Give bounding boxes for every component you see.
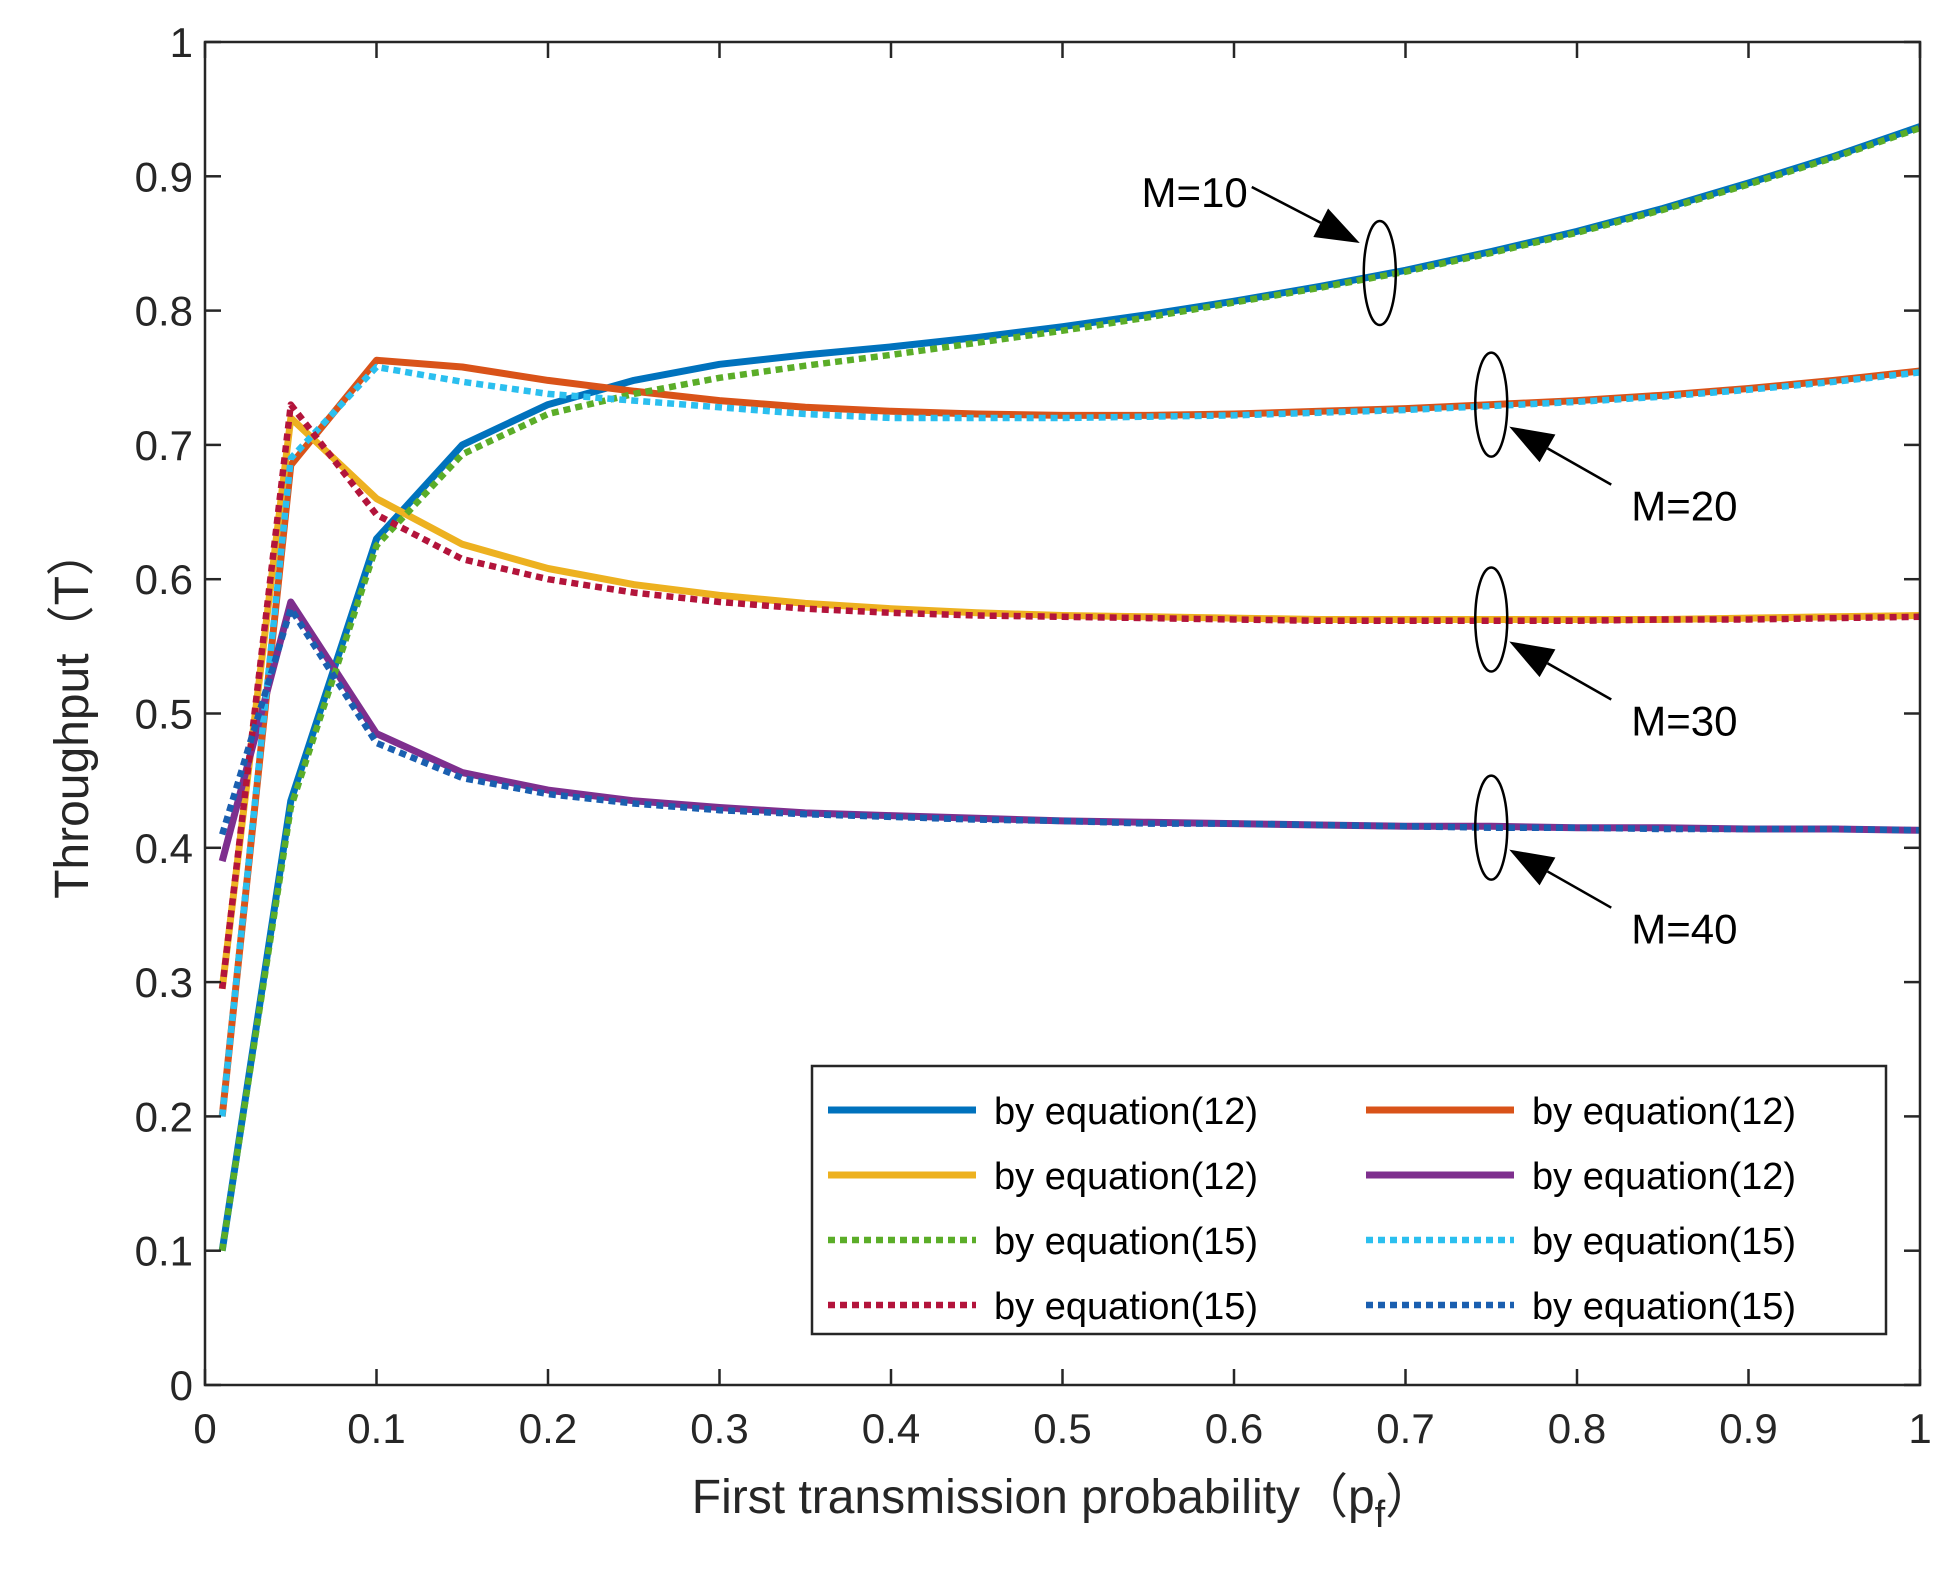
legend-entry: by equation(12): [828, 1156, 1258, 1198]
annotation-ellipse: [1474, 351, 1509, 458]
legend-label: by equation(12): [1532, 1091, 1796, 1133]
legend-label: by equation(12): [994, 1091, 1258, 1133]
legend-entry: by equation(12): [1366, 1156, 1796, 1198]
y-tick-label: 0.5: [135, 691, 193, 738]
legend-entry: by equation(12): [828, 1091, 1258, 1133]
series-line-5: [218, 124, 1922, 1252]
y-tick-label: 0.1: [135, 1228, 193, 1275]
annotation-arrow: [1251, 185, 1360, 243]
legend-box: [810, 1064, 1888, 1336]
x-tick-label: 1: [1908, 1405, 1931, 1452]
legend-entry: by equation(15): [828, 1286, 1258, 1328]
y-axis-label: Throughput（T）: [46, 528, 99, 899]
annotation-label: M=40: [1631, 906, 1737, 953]
x-tick-label: 0.4: [862, 1405, 920, 1452]
legend-entry: by equation(12): [1366, 1091, 1796, 1133]
y-tick-label: 0.8: [135, 288, 193, 335]
legend: by equation(12) by equation(12) by equatio…: [810, 1064, 1888, 1336]
x-tick-label: 0.9: [1719, 1405, 1777, 1452]
legend-entry: by equation(15): [828, 1221, 1258, 1263]
annotation-label: M=20: [1631, 483, 1737, 530]
legend-entry: by equation(15): [1366, 1286, 1796, 1328]
legend-label: by equation(15): [1532, 1286, 1796, 1328]
series-line-8: [219, 605, 1921, 836]
x-tick-label: 0.7: [1376, 1405, 1434, 1452]
annotation-arrow: [1509, 641, 1612, 701]
x-tick-label: 0.3: [690, 1405, 748, 1452]
legend-label: by equation(12): [1532, 1156, 1796, 1198]
x-axis-label-subscript: f: [1375, 1494, 1386, 1536]
legend-label: by equation(12): [994, 1156, 1258, 1198]
annotation-ellipse: [1474, 566, 1509, 673]
y-tick-label: 0.6: [135, 556, 193, 603]
y-tick-label: 0.9: [135, 153, 193, 200]
series-line-1: [218, 123, 1922, 1252]
x-axis-label-close: ）: [1385, 1471, 1433, 1524]
legend-label: by equation(15): [1532, 1221, 1796, 1263]
legend-label: by equation(15): [994, 1286, 1258, 1328]
y-tick-label: 1: [170, 19, 193, 66]
legend-label: by equation(15): [994, 1221, 1258, 1263]
annotation-label: M=30: [1631, 697, 1737, 744]
annotation-arrow: [1509, 849, 1612, 909]
annotation-ellipse: [1362, 219, 1398, 327]
series-line-7: [218, 401, 1921, 990]
series-line-2: [218, 356, 1921, 1117]
annotation-ellipse: [1474, 774, 1509, 881]
y-tick-label: 0.3: [135, 959, 193, 1006]
x-tick-label: 0.2: [519, 1405, 577, 1452]
legend-entry: by equation(15): [1366, 1221, 1796, 1263]
y-tick-label: 0.4: [135, 825, 193, 872]
annotation-arrow: [1509, 426, 1612, 486]
y-tick-label: 0.2: [135, 1093, 193, 1140]
annotation-layer: M=10 M=20 M=30 M=40: [1142, 169, 1738, 953]
x-tick-label: 0.1: [347, 1405, 405, 1452]
y-tick-label: 0: [170, 1362, 193, 1409]
series-layer: [218, 123, 1922, 1252]
series-line-6: [218, 363, 1921, 1117]
x-tick-label: 0.6: [1205, 1405, 1263, 1452]
x-tick-label: 0.5: [1033, 1405, 1091, 1452]
x-tick-label: 0.8: [1548, 1405, 1606, 1452]
tick-layer: 0 0.1 0.2 0.3 0.4 0.5 0.6 0.7 0.8 0.9 1 0 0.1 0.2 0.3 0…: [135, 19, 1932, 1452]
x-axis-label-main: First transmission probability（p: [692, 1471, 1375, 1524]
y-tick-label: 0.7: [135, 422, 193, 469]
x-axis-label: First transmission probability（pf）: [692, 1471, 1433, 1536]
x-tick-label: 0: [193, 1405, 216, 1452]
annotation-label: M=10: [1142, 169, 1248, 216]
